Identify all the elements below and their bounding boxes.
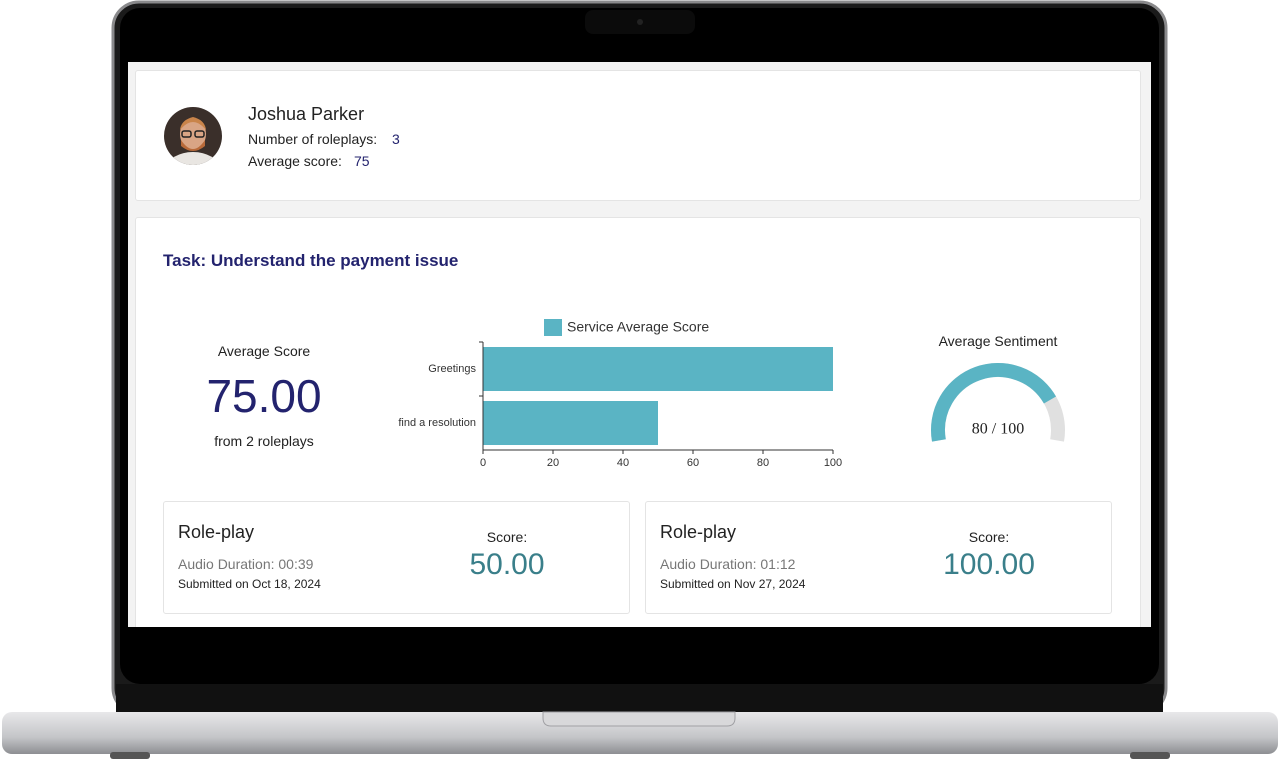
roleplays-label: Number of roleplays:	[248, 131, 378, 147]
bar	[483, 401, 658, 445]
roleplay-submitted: Submitted on Oct 18, 2024	[178, 577, 321, 591]
avatar	[164, 107, 222, 165]
roleplay-score: 50.00	[469, 548, 545, 581]
task-title: Task: Understand the payment issue	[163, 251, 459, 270]
hinge	[116, 684, 1163, 712]
avg-score-label: Average Score	[217, 343, 311, 359]
legend-label: Service Average Score	[567, 319, 709, 335]
foot	[1130, 752, 1170, 759]
thumb-notch	[542, 711, 736, 727]
roleplay-duration: Audio Duration: 01:12	[660, 556, 796, 572]
roleplay-title: Role-play	[178, 522, 255, 542]
roleplay-score: 100.00	[943, 548, 1035, 581]
laptop-base	[2, 712, 1278, 754]
profile-card	[135, 70, 1141, 201]
x-tick-label: 100	[824, 457, 842, 469]
roleplays-count: 3	[392, 131, 400, 147]
x-tick-label: 0	[480, 457, 486, 469]
bar	[483, 347, 833, 391]
legend-swatch	[544, 319, 562, 336]
x-tick-label: 40	[617, 457, 629, 469]
y-tick-label: find a resolution	[398, 417, 476, 429]
gauge-value	[931, 363, 1057, 442]
x-tick-label: 80	[757, 457, 769, 469]
screen: Joshua Parker Number of roleplays: 3 Ave…	[128, 62, 1151, 627]
y-tick-label: Greetings	[428, 363, 476, 375]
user-name: Joshua Parker	[248, 104, 365, 124]
roleplay-score-label: Score:	[968, 529, 1010, 545]
roleplay-score-label: Score:	[486, 529, 528, 545]
roleplay-submitted: Submitted on Nov 27, 2024	[660, 577, 806, 591]
foot	[110, 752, 150, 759]
roleplay-card	[645, 501, 1112, 614]
x-tick-label: 20	[547, 457, 559, 469]
gauge-label: 80 / 100	[972, 421, 1024, 438]
average-value: 75	[354, 153, 370, 169]
roleplay-title: Role-play	[660, 522, 737, 542]
camera	[637, 19, 643, 25]
roleplay-card	[163, 501, 630, 614]
average-label: Average score:	[248, 153, 342, 169]
avg-score-value: 75.00	[206, 370, 322, 422]
roleplay-duration: Audio Duration: 00:39	[178, 556, 314, 572]
x-tick-label: 60	[687, 457, 699, 469]
charts: Service Average Score Greetings find a res…	[398, 319, 1065, 469]
sentiment-title: Average Sentiment	[938, 333, 1058, 349]
avg-score-caption: from 2 roleplays	[214, 433, 314, 449]
